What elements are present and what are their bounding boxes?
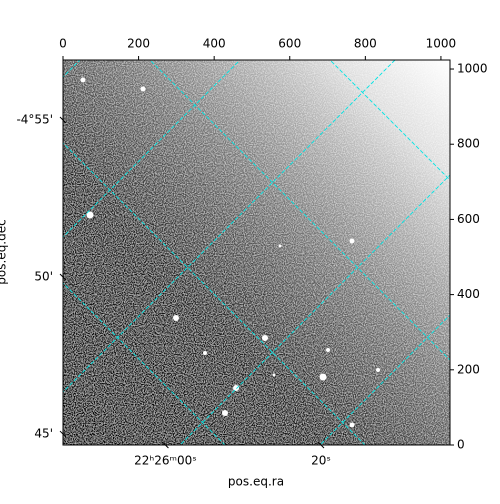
stars: [80, 77, 380, 428]
image: [63, 60, 450, 445]
y-tick-label: 200: [457, 362, 480, 376]
wcs-grid: [63, 60, 450, 445]
x-tick-label: 600: [278, 37, 301, 51]
y-tick-label: 600: [457, 212, 480, 226]
y-tick-label: 800: [457, 137, 480, 151]
y-axis-label: pos.eq.dec: [0, 219, 9, 284]
ra-tick: [162, 441, 169, 449]
y-tick-label: 1000: [457, 62, 488, 76]
y-tick-label: 400: [457, 287, 480, 301]
ra-tick: [317, 441, 325, 449]
x-tick-label: 0: [59, 37, 67, 51]
x-tick-label: 400: [203, 37, 226, 51]
x-tick-label: 200: [127, 37, 150, 51]
x-axis-label: pos.eq.ra: [228, 475, 284, 489]
y-tick-label: 0: [457, 438, 465, 452]
dec-tick: [59, 430, 67, 438]
plot-frame: [62, 59, 451, 446]
ra-tick-label: 20ˢ: [311, 454, 331, 468]
ra-tick-label: 22ʰ26ᵐ00ˢ: [134, 454, 197, 468]
sky-image: [63, 60, 450, 445]
dec-tick-label: 45': [34, 427, 53, 441]
x-tick-label: 800: [354, 37, 377, 51]
dec-tick-label: -4°55': [16, 112, 53, 126]
dec-tick: [59, 273, 67, 281]
dec-tick: [59, 116, 67, 124]
dec-tick-label: 50': [34, 270, 53, 284]
x-tick-label: 1000: [426, 37, 457, 51]
